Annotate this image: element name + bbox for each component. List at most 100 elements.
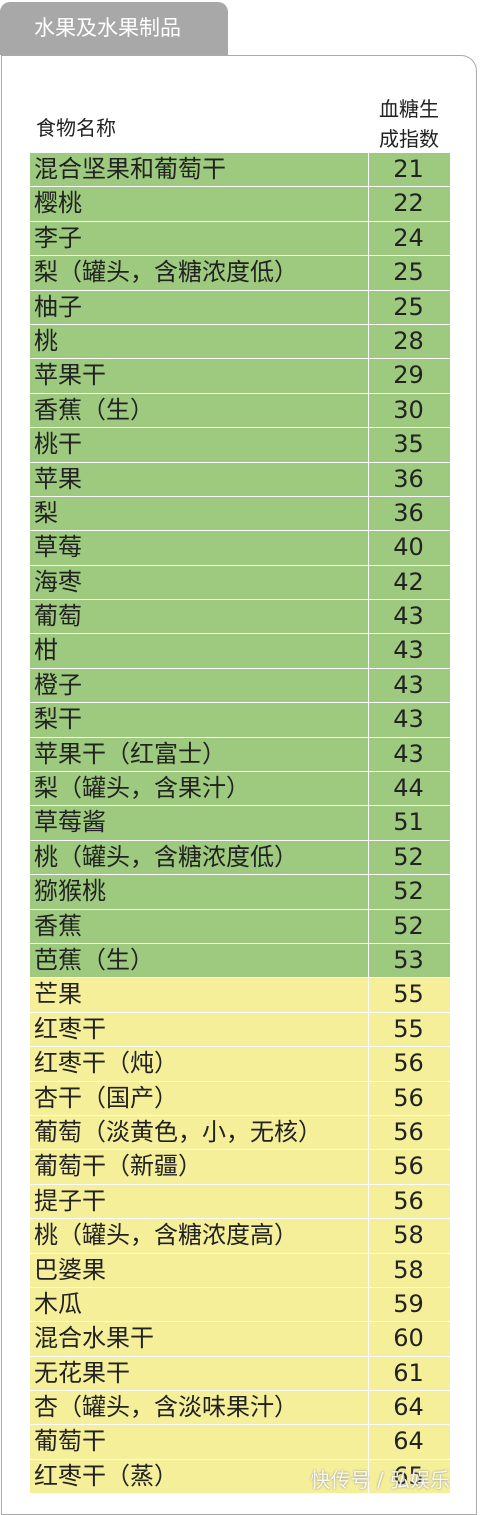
table-row: 混合坚果和葡萄干 21	[30, 153, 450, 188]
food-name: 梨（罐头，含糖浓度低）	[34, 258, 298, 287]
table-row: 梨干 43	[30, 703, 450, 738]
watermark: 快传号 / 弘娱乐	[310, 1468, 450, 1492]
gi-value: 65	[368, 1459, 448, 1494]
table-row: 桃干 35	[30, 428, 450, 463]
gi-value: 43	[368, 703, 448, 737]
table-row: 柚子 25	[30, 290, 450, 325]
gi-value: 55	[368, 978, 448, 1012]
gi-value: 64	[368, 1391, 448, 1425]
food-name: 芒果	[34, 980, 82, 1009]
table-row: 橙子 43	[30, 668, 450, 704]
gi-value: 56	[368, 1115, 448, 1150]
table-row: 混合水果干 60	[30, 1322, 450, 1357]
table-row: 香蕉（生） 30	[30, 393, 450, 429]
gi-value: 59	[368, 1287, 448, 1322]
table-row: 猕猴桃 52	[30, 875, 450, 910]
gi-value: 43	[368, 668, 448, 703]
food-name: 香蕉	[34, 911, 82, 940]
gi-value: 51	[368, 806, 448, 840]
gi-value: 55	[368, 1012, 448, 1047]
food-name: 樱桃	[34, 189, 82, 218]
food-name: 葡萄干	[34, 1427, 106, 1456]
food-name: 杏（罐头，含淡味果汁）	[34, 1393, 298, 1422]
food-name: 草莓	[34, 533, 82, 562]
table-row: 海枣 42	[30, 565, 450, 601]
food-name: 草莓酱	[34, 808, 106, 837]
food-name: 桃	[34, 326, 58, 355]
tab-title: 水果及水果制品	[0, 2, 228, 55]
food-name: 木瓜	[34, 1289, 82, 1318]
food-name: 香蕉（生）	[34, 395, 154, 424]
header-gi-line: 成指数	[379, 127, 439, 151]
food-name: 混合坚果和葡萄干	[34, 155, 226, 183]
food-name: 桃（罐头，含糖浓度高）	[34, 1221, 298, 1250]
gi-value: 53	[368, 943, 448, 978]
food-name: 红枣干（炖）	[34, 1049, 178, 1078]
table-row: 葡萄干 64	[30, 1425, 450, 1460]
food-name: 葡萄（淡黄色，小，无核）	[34, 1117, 322, 1146]
food-name: 梨干	[34, 705, 82, 734]
food-name: 李子	[34, 223, 82, 252]
header-name: 食物名称	[36, 116, 116, 140]
gi-value: 52	[368, 875, 448, 909]
gi-value: 28	[368, 324, 448, 359]
header-gi: 血糖生 成指数	[366, 94, 452, 154]
gi-value: 21	[368, 153, 448, 187]
table-row: 梨（罐头，含果汁） 44	[30, 772, 450, 807]
gi-value: 56	[368, 1081, 448, 1115]
header-gi-line: 血糖生	[379, 97, 439, 121]
table-row: 柑 43	[30, 634, 450, 669]
gi-value: 52	[368, 909, 448, 943]
food-name: 橙子	[34, 670, 82, 699]
food-name: 柚子	[34, 292, 82, 321]
table-row: 梨 36	[30, 496, 450, 532]
gi-value: 61	[368, 1356, 448, 1391]
gi-value: 40	[368, 531, 448, 565]
gi-value: 30	[368, 393, 448, 428]
food-name: 杏干（国产）	[34, 1083, 178, 1112]
food-name: 桃（罐头，含糖浓度低）	[34, 842, 298, 871]
gi-value: 24	[368, 221, 448, 256]
table-row: 芭蕉（生） 53	[30, 943, 450, 979]
table-row: 梨（罐头，含糖浓度低） 25	[30, 256, 450, 291]
gi-value: 52	[368, 840, 448, 875]
food-name: 苹果干（红富士）	[34, 739, 226, 768]
gi-value: 58	[368, 1219, 448, 1253]
table-row: 木瓜 59	[30, 1287, 450, 1323]
food-name: 桃干	[34, 430, 82, 459]
table-row: 李子 24	[30, 221, 450, 257]
gi-value: 29	[368, 359, 448, 393]
gi-value: 64	[368, 1425, 448, 1459]
table-row: 红枣干 55	[30, 1012, 450, 1048]
food-name: 梨（罐头，含果汁）	[34, 774, 250, 803]
food-name: 梨	[34, 498, 58, 527]
food-name: 葡萄干（新疆）	[34, 1152, 202, 1181]
food-name: 红枣干（蒸）	[34, 1461, 178, 1490]
gi-value: 36	[368, 462, 448, 496]
gi-value: 36	[368, 496, 448, 531]
gi-value: 43	[368, 634, 448, 668]
table-body: 混合坚果和葡萄干 21 樱桃 22 李子 24 梨（罐头，含糖浓度低） 25 柚子 25 桃 28 苹果…	[30, 153, 450, 1495]
table-row: 苹果干（红富士） 43	[30, 737, 450, 773]
table-row: 提子干 56	[30, 1184, 450, 1220]
gi-value: 58	[368, 1253, 448, 1287]
table-row: 桃（罐头，含糖浓度低） 52	[30, 840, 450, 876]
table-row: 巴婆果 58	[30, 1253, 450, 1288]
table-row: 芒果 55	[30, 978, 450, 1013]
food-name: 无花果干	[34, 1358, 130, 1387]
gi-value: 42	[368, 565, 448, 600]
food-name: 柑	[34, 636, 58, 665]
table-row: 桃（罐头，含糖浓度高） 58	[30, 1219, 450, 1254]
table-row: 桃 28	[30, 324, 450, 360]
table-row: 葡萄（淡黄色，小，无核） 56	[30, 1115, 450, 1151]
table-row: 樱桃 22	[30, 187, 450, 222]
table-row: 杏（罐头，含淡味果汁） 64	[30, 1391, 450, 1426]
table-row: 香蕉 52	[30, 909, 450, 944]
table-row: 无花果干 61	[30, 1356, 450, 1392]
food-name: 葡萄	[34, 602, 82, 631]
gi-value: 25	[368, 256, 448, 290]
table-row: 苹果 36	[30, 462, 450, 497]
gi-value: 43	[368, 600, 448, 634]
food-name: 混合水果干	[34, 1324, 154, 1353]
